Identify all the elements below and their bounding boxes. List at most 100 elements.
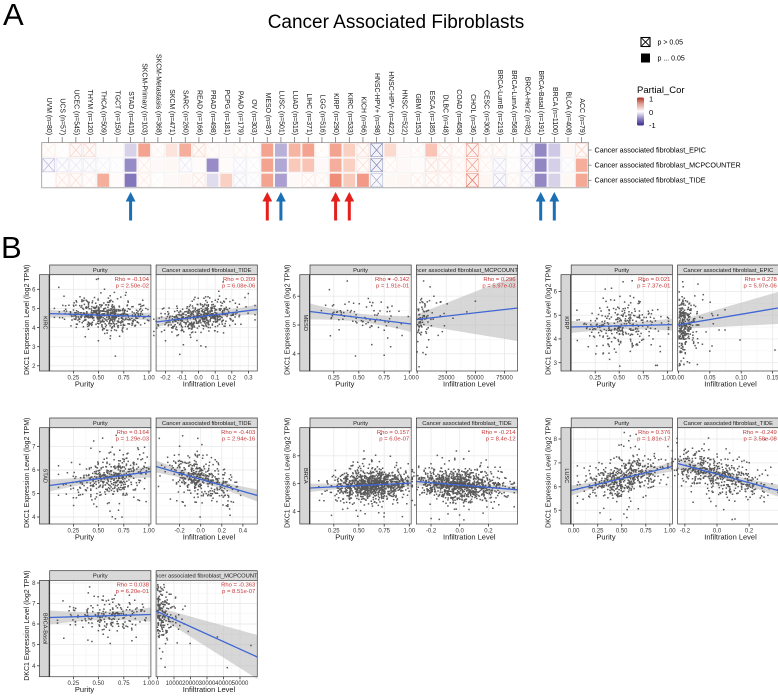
svg-text:0: 0: [649, 108, 653, 117]
svg-text:0.50: 0.50: [353, 528, 365, 534]
svg-text:PAAD (n=179): PAAD (n=179): [236, 91, 243, 135]
svg-text:HNSC (n=522): HNSC (n=522): [400, 90, 407, 135]
svg-text:1.00: 1.00: [143, 375, 155, 381]
svg-text:6: 6: [554, 290, 558, 296]
svg-text:Purity: Purity: [614, 268, 629, 274]
svg-text:SARC (n=260): SARC (n=260): [182, 90, 189, 135]
svg-text:10000: 10000: [166, 681, 183, 687]
svg-text:Infiltration Level: Infiltration Level: [704, 379, 757, 388]
svg-text:0.50: 0.50: [93, 681, 105, 687]
svg-text:p = 6.08e-06: p = 6.08e-06: [222, 283, 256, 289]
svg-text:Cancer associated fibroblast_T: Cancer associated fibroblast_TIDE: [162, 421, 252, 427]
svg-text:5: 5: [32, 643, 36, 649]
svg-text:0.4: 0.4: [239, 528, 248, 534]
svg-text:1.00: 1.00: [403, 375, 415, 381]
svg-text:Purity: Purity: [596, 532, 615, 541]
svg-text:BRCA (n=1100): BRCA (n=1100): [551, 87, 558, 135]
svg-text:DKC1 Expression Level (log2 TP: DKC1 Expression Level (log2 TPM): [546, 418, 553, 528]
svg-text:Cancer associated fibroblast_E: Cancer associated fibroblast_EPIC: [683, 268, 773, 274]
svg-text:UCEC (n=545): UCEC (n=545): [72, 90, 79, 135]
svg-text:0.0: 0.0: [713, 528, 722, 534]
svg-text:0.00: 0.00: [673, 375, 685, 381]
svg-text:0.75: 0.75: [118, 375, 130, 381]
svg-text:SKCM-Metastasis (n=368): SKCM-Metastasis (n=368): [154, 54, 161, 135]
svg-text:PCPG (n=181): PCPG (n=181): [223, 90, 230, 135]
svg-text:1.00: 1.00: [664, 528, 676, 534]
svg-text:Rho = -0.403: Rho = -0.403: [221, 430, 256, 436]
svg-text:1.00: 1.00: [403, 528, 415, 534]
svg-text:0.75: 0.75: [118, 681, 130, 687]
svg-text:30000: 30000: [199, 681, 216, 687]
svg-text:KIRC: KIRC: [42, 316, 48, 329]
svg-text:50000: 50000: [232, 681, 249, 687]
svg-text:p = 6.20e-01: p = 6.20e-01: [116, 589, 149, 595]
svg-text:0.50: 0.50: [93, 528, 105, 534]
svg-text:3: 3: [32, 345, 36, 351]
svg-text:HNSC-HPV+ (n=98): HNSC-HPV+ (n=98): [373, 73, 380, 135]
svg-text:LGG (n=516): LGG (n=516): [318, 95, 325, 135]
svg-text:Infiltration Level: Infiltration Level: [443, 379, 496, 388]
svg-text:-0.1: -0.1: [177, 375, 188, 381]
svg-text:OV (n=303): OV (n=303): [250, 99, 257, 135]
svg-text:HNSC-HPV- (n=422): HNSC-HPV- (n=422): [387, 71, 394, 135]
svg-text:3: 3: [554, 361, 558, 367]
svg-text:0: 0: [156, 681, 160, 687]
svg-text:DKC1 Expression Level (log2 TP: DKC1 Expression Level (log2 TPM): [284, 418, 291, 528]
svg-text:7: 7: [32, 445, 36, 451]
svg-text:2: 2: [32, 364, 36, 370]
svg-text:-0.2: -0.2: [426, 528, 437, 534]
svg-text:0.2: 0.2: [484, 528, 493, 534]
svg-text:Cancer associated fibroblast_T: Cancer associated fibroblast_TIDE: [683, 421, 773, 427]
svg-text:TGCT (n=150): TGCT (n=150): [113, 91, 120, 136]
svg-text:4: 4: [292, 352, 296, 358]
svg-text:50000: 50000: [467, 375, 484, 381]
svg-text:SKCM (n=471): SKCM (n=471): [168, 89, 175, 135]
svg-text:6: 6: [292, 294, 296, 300]
svg-text:Rho = -0.142: Rho = -0.142: [375, 277, 409, 283]
svg-text:LIHC (n=371): LIHC (n=371): [305, 93, 312, 135]
svg-text:7: 7: [32, 602, 36, 608]
svg-text:BRCA-Her2 (n=82): BRCA-Her2 (n=82): [523, 77, 530, 135]
svg-text:-0.2: -0.2: [174, 528, 185, 534]
svg-text:DKC1 Expression Level (log2 TP: DKC1 Expression Level (log2 TPM): [284, 265, 291, 375]
svg-text:DLBC (n=48): DLBC (n=48): [441, 95, 448, 135]
svg-text:-0.2: -0.2: [160, 375, 171, 381]
svg-text:p = 2.94e-16: p = 2.94e-16: [222, 436, 256, 442]
svg-text:BRCA-Basal: BRCA-Basal: [42, 613, 48, 644]
svg-text:p = 1.91e-01: p = 1.91e-01: [376, 283, 409, 289]
svg-text:p = 8.51e-07: p = 8.51e-07: [222, 589, 255, 595]
svg-text:Purity: Purity: [353, 421, 368, 427]
svg-text:0.25: 0.25: [68, 375, 80, 381]
svg-text:Rho = 0.021: Rho = 0.021: [638, 277, 670, 283]
svg-text:4: 4: [32, 515, 36, 521]
svg-text:Rho = 0.164: Rho = 0.164: [117, 430, 150, 436]
svg-text:Cancer associated fibroblast_T: Cancer associated fibroblast_TIDE: [595, 176, 706, 185]
svg-text:Purity: Purity: [353, 268, 368, 274]
svg-text:0.50: 0.50: [613, 375, 625, 381]
svg-text:0.2: 0.2: [228, 375, 237, 381]
svg-text:0.15: 0.15: [767, 375, 778, 381]
svg-text:ACC (n=79): ACC (n=79): [578, 98, 585, 135]
svg-text:p = 5.97e-03: p = 5.97e-03: [482, 283, 516, 289]
svg-text:A: A: [3, 0, 24, 32]
svg-text:0.25: 0.25: [328, 528, 340, 534]
svg-text:1.00: 1.00: [143, 528, 155, 534]
svg-text:75000: 75000: [496, 375, 513, 381]
svg-text:0.25: 0.25: [328, 375, 340, 381]
svg-text:p = 5.97e-06: p = 5.97e-06: [744, 283, 778, 289]
svg-text:Infiltration Level: Infiltration Level: [704, 532, 757, 541]
svg-text:KIRC (n=533): KIRC (n=533): [346, 93, 353, 135]
svg-text:1: 1: [649, 95, 653, 104]
svg-text:Infiltration Level: Infiltration Level: [183, 379, 236, 388]
svg-text:0.50: 0.50: [353, 375, 365, 381]
svg-text:p > 0.05: p > 0.05: [658, 40, 684, 47]
svg-text:CESC (n=306): CESC (n=306): [482, 90, 489, 135]
svg-text:DKC1 Expression Level (log2 TP: DKC1 Expression Level (log2 TPM): [24, 418, 31, 528]
svg-text:4: 4: [32, 326, 36, 332]
svg-text:40000: 40000: [215, 681, 232, 687]
svg-text:0.05: 0.05: [704, 375, 716, 381]
svg-text:Cancer Associated Fibroblasts: Cancer Associated Fibroblasts: [268, 12, 525, 33]
svg-text:Cancer associated fibroblast_T: Cancer associated fibroblast_TIDE: [162, 268, 252, 274]
svg-text:0.75: 0.75: [378, 528, 390, 534]
svg-text:5: 5: [554, 313, 558, 319]
